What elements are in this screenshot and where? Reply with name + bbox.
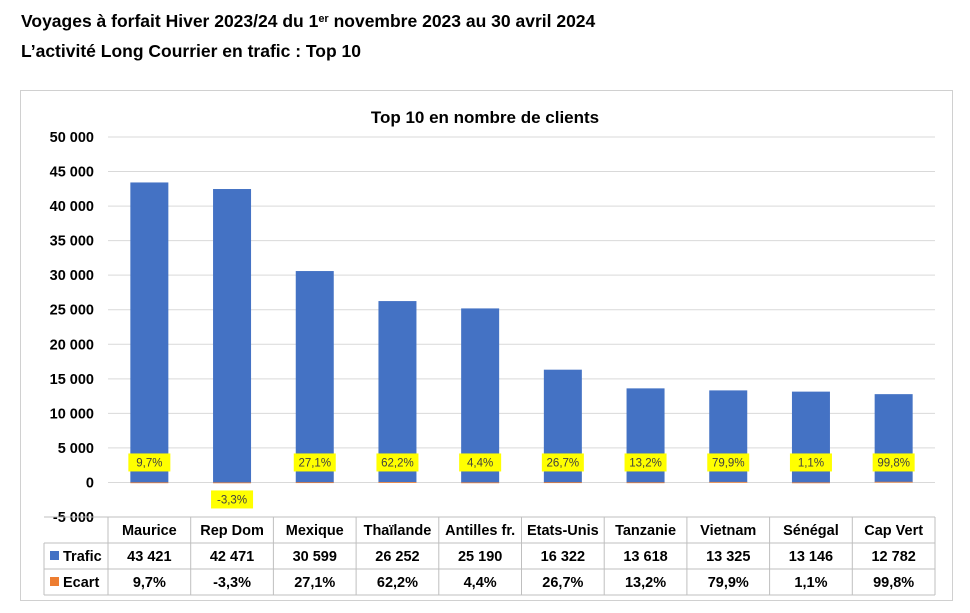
- data-table-cell: 25 190: [458, 549, 502, 565]
- ecart-bar: [791, 482, 830, 484]
- data-table-cell: 1,1%: [794, 575, 827, 591]
- ecart-data-label: 62,2%: [381, 457, 414, 469]
- data-table-cell: 43 421: [127, 549, 171, 565]
- trafic-bar: [461, 308, 500, 483]
- y-tick-label: 50 000: [50, 130, 94, 146]
- data-table-cell: 30 599: [293, 549, 337, 565]
- x-category-label: Maurice: [122, 523, 177, 539]
- data-table-cell: 27,1%: [294, 575, 335, 591]
- page-subtitle: L’activité Long Courrier en trafic : Top…: [21, 41, 362, 61]
- ecart-bar: [709, 481, 748, 483]
- y-tick-label: 0: [86, 475, 94, 491]
- x-category-label: Mexique: [286, 523, 344, 539]
- x-category-label: Rep Dom: [200, 523, 264, 539]
- y-tick-label: 30 000: [50, 268, 94, 284]
- trafic-bar: [213, 189, 252, 483]
- data-table-cell: 13 618: [623, 549, 667, 565]
- y-tick-label: -5 000: [53, 510, 94, 526]
- data-table-cell: 42 471: [210, 549, 254, 565]
- ecart-data-label: 1,1%: [798, 457, 824, 469]
- data-table-cell: 99,8%: [873, 575, 914, 591]
- page-title-suffix: novembre 2023 au 30 avril 2024: [328, 11, 596, 31]
- ecart-data-label: 4,4%: [467, 457, 493, 469]
- trafic-bar: [378, 301, 417, 483]
- ecart-bar: [130, 482, 169, 484]
- ecart-data-label: -3,3%: [217, 494, 247, 506]
- x-category-label: Antilles fr.: [445, 523, 515, 539]
- ecart-label-highlight: [624, 453, 667, 472]
- ecart-data-label: 13,2%: [629, 457, 662, 469]
- x-category-label: Cap Vert: [864, 523, 923, 539]
- ecart-bar: [461, 482, 500, 484]
- x-category-label: Thaïlande: [364, 523, 432, 539]
- ecart-label-highlight: [293, 453, 336, 472]
- x-category-label: Tanzanie: [615, 523, 676, 539]
- ecart-label-highlight: [789, 453, 832, 472]
- data-table-cell: 13 325: [706, 549, 750, 565]
- ecart-bar: [378, 482, 417, 483]
- legend-label-ecart: Ecart: [63, 575, 99, 591]
- data-table-cell: 26 252: [375, 549, 419, 565]
- data-table-cell: 13 146: [789, 549, 833, 565]
- y-tick-label: 10 000: [50, 406, 94, 422]
- ecart-data-label: 99,8%: [877, 457, 910, 469]
- ecart-bar: [213, 482, 252, 484]
- ecart-label-highlight: [211, 490, 254, 509]
- y-tick-label: 45 000: [50, 165, 94, 181]
- legend-swatch-trafic: [50, 551, 59, 560]
- chart-frame: [20, 90, 953, 601]
- x-category-label: Etats-Unis: [527, 523, 599, 539]
- ecart-bar: [626, 482, 665, 484]
- data-table-cell: 16 322: [541, 549, 585, 565]
- y-tick-label: 5 000: [58, 441, 94, 457]
- legend-label-trafic: Trafic: [63, 549, 102, 565]
- y-tick-label: 35 000: [50, 234, 94, 250]
- trafic-bar: [130, 182, 169, 483]
- data-table-cell: 26,7%: [542, 575, 583, 591]
- ecart-bar: [295, 482, 334, 484]
- data-table-cell: -3,3%: [213, 575, 251, 591]
- ecart-data-label: 26,7%: [547, 457, 580, 469]
- y-tick-label: 40 000: [50, 199, 94, 215]
- chart-title: Top 10 en nombre de clients: [371, 108, 599, 127]
- ecart-data-label: 27,1%: [298, 457, 331, 469]
- data-table-cell: 13,2%: [625, 575, 666, 591]
- data-table-cell: 9,7%: [133, 575, 166, 591]
- ecart-label-highlight: [707, 453, 750, 472]
- y-tick-label: 15 000: [50, 372, 94, 388]
- ecart-bar: [874, 481, 913, 483]
- ecart-bar: [543, 482, 582, 484]
- ecart-label-highlight: [128, 453, 171, 472]
- data-table-cell: 62,2%: [377, 575, 418, 591]
- y-tick-label: 25 000: [50, 303, 94, 319]
- data-table-cell: 79,9%: [708, 575, 749, 591]
- data-table-cell: 12 782: [871, 549, 915, 565]
- page-title-superscript: er: [318, 13, 329, 25]
- ecart-data-label: 9,7%: [136, 457, 162, 469]
- y-tick-label: 20 000: [50, 337, 94, 353]
- trafic-bar: [295, 271, 334, 483]
- legend-swatch-ecart: [50, 577, 59, 586]
- ecart-label-highlight: [541, 453, 584, 472]
- x-category-label: Sénégal: [783, 523, 839, 539]
- page-title: Voyages à forfait Hiver 2023/24 du 1er n…: [21, 10, 595, 32]
- data-table-cell: 4,4%: [464, 575, 497, 591]
- ecart-label-highlight: [459, 453, 502, 472]
- ecart-data-label: 79,9%: [712, 457, 745, 469]
- page-title-prefix: Voyages à forfait Hiver 2023/24 du 1: [21, 11, 319, 31]
- ecart-label-highlight: [872, 453, 915, 472]
- x-category-label: Vietnam: [700, 523, 756, 539]
- ecart-label-highlight: [376, 453, 419, 472]
